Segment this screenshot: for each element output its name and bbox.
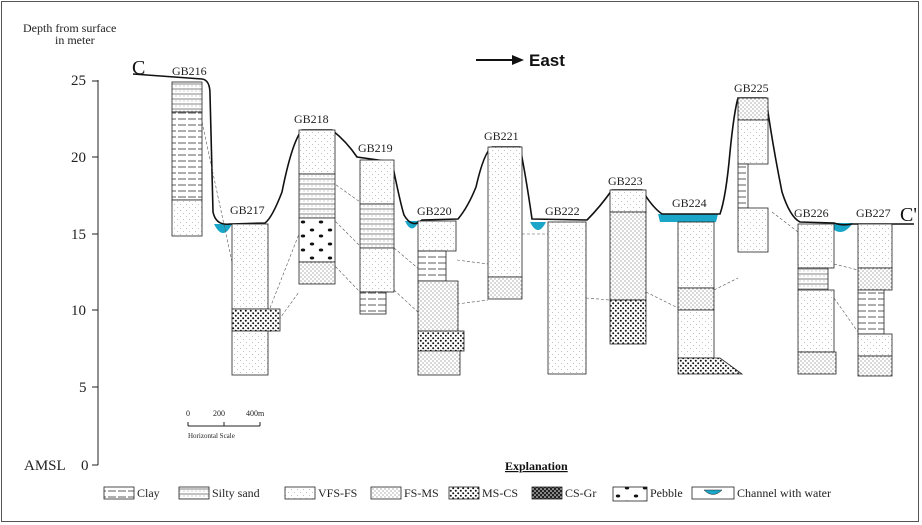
well-label-gb227: GB227 [856, 206, 891, 220]
legend-label-fs-ms: FS-MS [404, 486, 439, 500]
legend-label-ms-cs: MS-CS [482, 486, 518, 500]
tick-0: 0 [81, 458, 89, 474]
log-gb217 [231, 223, 281, 376]
y-axis: Depth from surface in meter 25 20 15 10 … [23, 21, 116, 474]
tick-20: 20 [71, 150, 86, 166]
legend: Explanation Clay Silty sand VFS-FS FS-MS… [103, 459, 831, 502]
log-gb224 [677, 221, 744, 375]
legend-label-pebble: Pebble [650, 486, 683, 500]
well-label-gb216: GB216 [172, 64, 207, 78]
log-gb221 [487, 146, 523, 300]
log-gb223 [609, 189, 647, 345]
axis-title-line2: in meter [55, 33, 95, 47]
well-label-gb224: GB224 [672, 196, 707, 210]
tick-25: 25 [71, 73, 86, 89]
legend-swatch-channel-water [691, 486, 735, 500]
log-gb220 [417, 220, 465, 376]
well-label-gb219: GB219 [358, 141, 393, 155]
log-gb227 [857, 223, 893, 377]
axis-title-line1: Depth from surface [23, 21, 116, 35]
legend-label-clay: Clay [137, 486, 160, 500]
well-label-gb217: GB217 [230, 203, 265, 217]
well-label-gb226: GB226 [794, 206, 829, 220]
scale-mid: 200 [213, 409, 225, 418]
log-gb216 [171, 81, 203, 237]
borehole-logs [171, 81, 893, 377]
legend-swatch-silty-sand [178, 486, 210, 500]
log-gb222 [547, 221, 587, 375]
well-label-gb218: GB218 [294, 112, 329, 126]
well-label-gb220: GB220 [417, 204, 452, 218]
well-label-gb223: GB223 [608, 174, 643, 188]
section-end-label: C' [900, 204, 917, 226]
well-label-gb225: GB225 [734, 81, 769, 95]
scale-zero: 0 [186, 409, 190, 418]
section-start-label: C [132, 57, 145, 79]
log-gb219 [359, 159, 395, 315]
legend-swatch-ms-cs [448, 486, 480, 500]
legend-title: Explanation [505, 459, 568, 473]
legend-swatch-fs-ms [370, 486, 402, 500]
correlation-lines [201, 121, 859, 333]
well-label-gb222: GB222 [545, 204, 580, 218]
legend-swatch-vfs-fs [284, 486, 316, 500]
legend-label-silty-sand: Silty sand [212, 486, 260, 500]
horizontal-scale: 0 200 400m Horizontal Scale [186, 409, 265, 440]
legend-label-vfs-fs: VFS-FS [318, 486, 357, 500]
legend-swatch-pebble [612, 486, 648, 502]
legend-label-channel-water: Channel with water [737, 486, 831, 500]
scale-end: 400m [246, 409, 265, 418]
well-label-gb221: GB221 [484, 129, 519, 143]
tick-15: 15 [71, 227, 86, 243]
amsl-label: AMSL [24, 458, 66, 474]
legend-swatch-clay [103, 486, 135, 500]
log-gb226 [797, 223, 837, 375]
legend-swatch-cs-gr [531, 486, 563, 500]
log-gb218 [298, 129, 336, 285]
tick-10: 10 [71, 303, 86, 319]
well-labels: GB216 GB217 GB218 GB219 GB220 GB221 GB22… [172, 64, 891, 220]
tick-5: 5 [79, 380, 87, 396]
log-gb225 [737, 97, 769, 253]
legend-label-cs-gr: CS-Gr [565, 486, 596, 500]
scale-caption: Horizontal Scale [188, 432, 235, 440]
east-arrow [476, 55, 524, 65]
direction-label: East [529, 51, 565, 70]
